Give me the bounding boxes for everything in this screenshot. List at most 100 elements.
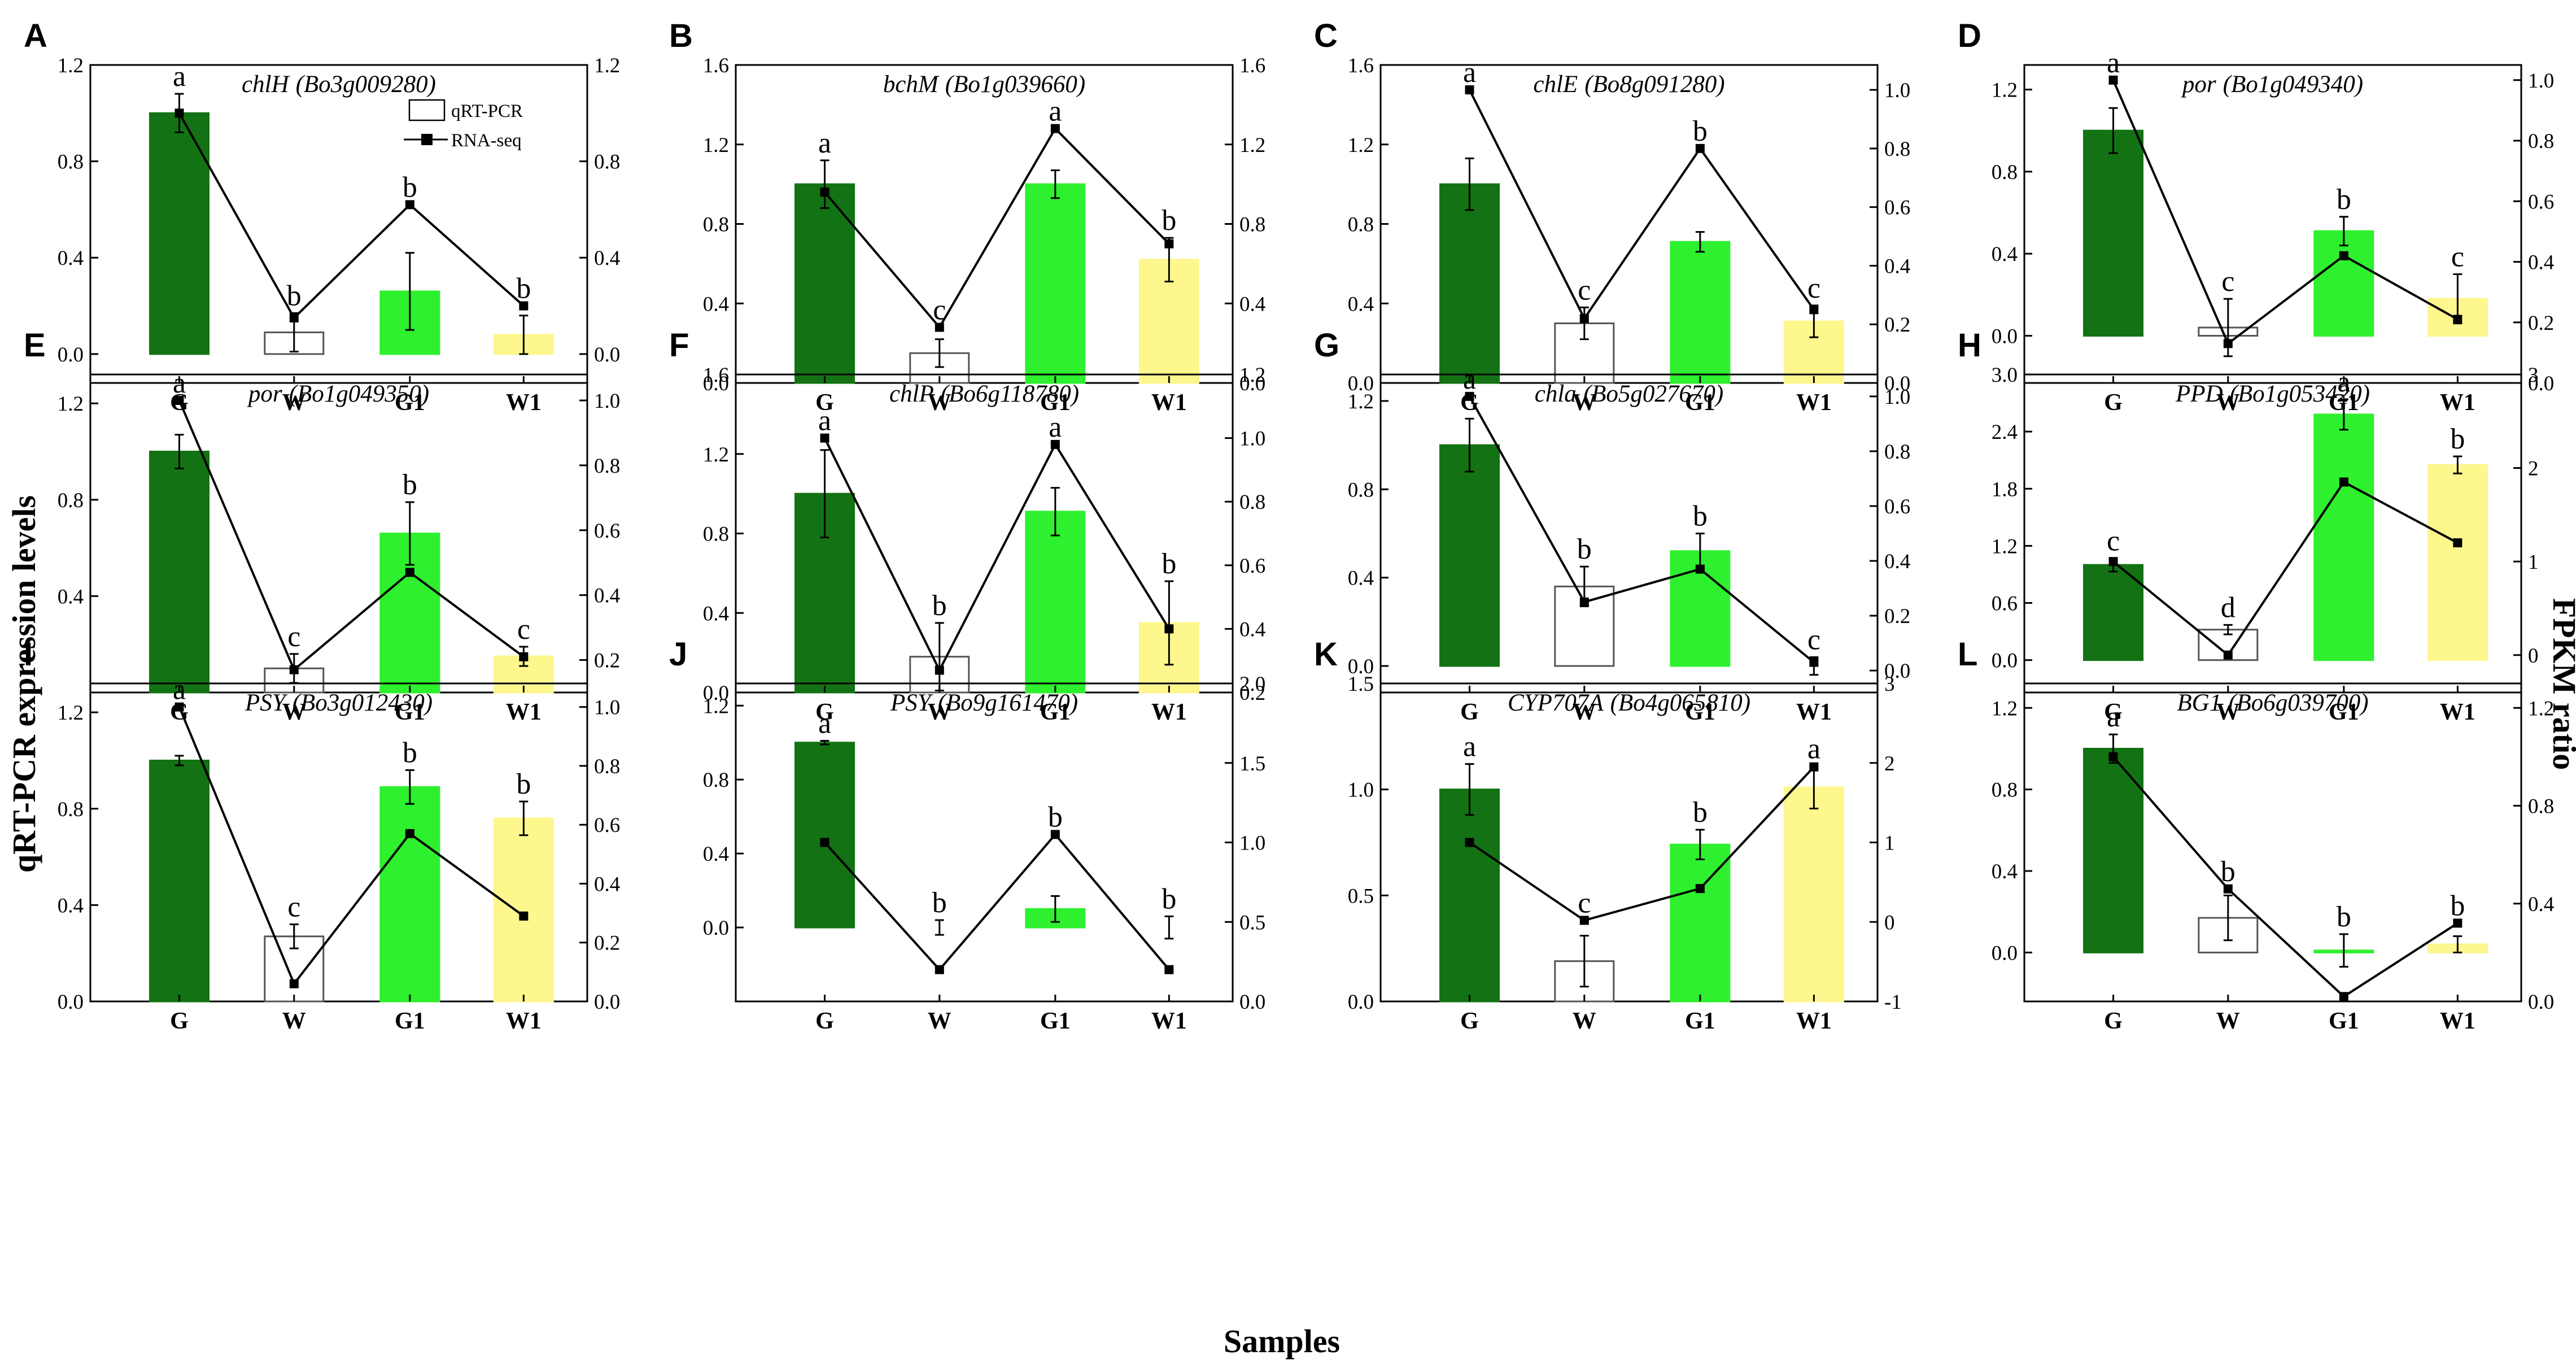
category-label: G bbox=[815, 390, 834, 416]
rna-seq-point bbox=[2108, 557, 2118, 567]
left-tick-label: 0.4 bbox=[1992, 243, 2018, 266]
panel-L: L BG1 (Bo6g039700) 0.0 0.4 0.8 1.2 0.0 0.4 0.8 1.2… bbox=[1958, 636, 2554, 1034]
right-tick-label: 0.8 bbox=[1884, 138, 1910, 161]
gene-title: por (Bo1g049340) bbox=[2181, 71, 2363, 98]
left-tick-label: 1.2 bbox=[1992, 535, 2018, 558]
right-tick-label: 0 bbox=[1884, 911, 1895, 934]
shared-xlabel: Samples bbox=[1224, 1323, 1340, 1360]
left-tick-label: 0.0 bbox=[703, 917, 729, 940]
gene-name: chlH bbox=[242, 71, 290, 98]
category-label: G bbox=[2104, 699, 2123, 725]
right-tick-label: 0.4 bbox=[1884, 255, 1910, 278]
significance-letter: a bbox=[2337, 366, 2350, 398]
gene-name: CYP707A bbox=[1508, 690, 1604, 716]
significance-letter: a bbox=[173, 60, 186, 93]
rna-seq-point bbox=[174, 395, 184, 405]
left-tick-label: 0.6 bbox=[1992, 592, 2018, 616]
significance-letter: a bbox=[1049, 95, 1062, 128]
bar-G bbox=[794, 742, 855, 929]
category-label: W1 bbox=[506, 390, 542, 416]
category-label: W1 bbox=[506, 699, 542, 725]
left-tick-label: 0.8 bbox=[58, 151, 84, 174]
gene-id: (Bo8g091280) bbox=[1584, 71, 1724, 98]
category-label: G bbox=[2104, 390, 2123, 416]
right-tick-label: 0.0 bbox=[2528, 372, 2554, 395]
rna-seq-point bbox=[1164, 965, 1174, 974]
right-tick-label: 0.2 bbox=[594, 932, 620, 955]
rna-seq-line bbox=[2112, 80, 2459, 346]
rna-seq-line bbox=[1469, 766, 1815, 922]
gene-name: chla bbox=[1535, 381, 1577, 407]
gene-title: chlH (Bo3g009280) bbox=[242, 71, 436, 98]
legend-bar-label: qRT-PCR bbox=[451, 101, 523, 121]
category-label: W bbox=[282, 390, 306, 416]
bar-G bbox=[149, 112, 210, 355]
rna-seq-point bbox=[2453, 918, 2463, 928]
gene-title: CYP707A (Bo4g065810) bbox=[1508, 690, 1750, 716]
category-label: W bbox=[2216, 1008, 2240, 1034]
plot-frame bbox=[1379, 373, 1879, 694]
panel-letter: K bbox=[1314, 636, 1338, 673]
rna-seq-point bbox=[289, 979, 299, 988]
rna-seq-point bbox=[519, 652, 529, 661]
rna-seq-point bbox=[174, 108, 184, 118]
category-label: G1 bbox=[395, 699, 425, 725]
gene-title: chla (Bo5g027670) bbox=[1535, 381, 1723, 407]
left-tick-label: 1.2 bbox=[58, 393, 84, 416]
panel-letter: J bbox=[669, 636, 687, 673]
rna-seq-point bbox=[1809, 762, 1819, 772]
bar-G1 bbox=[1670, 241, 1731, 384]
gene-title: BG1 (Bo6g039700) bbox=[2177, 690, 2368, 716]
category-label: G bbox=[170, 1008, 189, 1034]
rna-seq-point bbox=[820, 838, 829, 847]
right-tick-label: 0.6 bbox=[1239, 555, 1265, 578]
right-tick-label: 3 bbox=[2528, 364, 2539, 387]
right-tick-label: 2 bbox=[1884, 752, 1895, 776]
significance-letter: b bbox=[1577, 533, 1592, 565]
right-tick-label: 0.8 bbox=[1239, 491, 1265, 514]
gene-name: BG1 bbox=[2177, 690, 2221, 716]
gene-name: chlP bbox=[889, 381, 934, 407]
right-tick-label: 0.4 bbox=[594, 247, 620, 270]
panel-K: K CYP707A (Bo4g065810) 0.0 0.5 1.0 1.5 -1 0 1 2 3 Ga… bbox=[1314, 636, 1902, 1034]
significance-letter: c bbox=[1578, 274, 1591, 306]
right-tick-label: 0 bbox=[2528, 644, 2539, 668]
significance-letter: a bbox=[1463, 363, 1476, 395]
right-tick-label: 0.4 bbox=[1884, 550, 1910, 573]
panel-letter: H bbox=[1958, 327, 1981, 364]
significance-letter: b bbox=[2337, 901, 2351, 933]
significance-letter: a bbox=[1463, 731, 1476, 763]
significance-letter: b bbox=[516, 768, 531, 800]
category-label: W1 bbox=[1796, 699, 1832, 725]
significance-letter: b bbox=[1693, 796, 1708, 829]
right-tick-label: 0.0 bbox=[1239, 991, 1265, 1014]
rna-seq-point bbox=[1695, 143, 1705, 153]
bar-G1 bbox=[1025, 183, 1086, 384]
left-tick-label: 1.5 bbox=[1348, 673, 1374, 696]
right-tick-label: 0.8 bbox=[594, 755, 620, 778]
bar-G bbox=[149, 759, 210, 1003]
gene-id: (Bo1g039660) bbox=[945, 71, 1085, 98]
left-tick-label: 1.2 bbox=[703, 134, 729, 157]
significance-letter: c bbox=[1578, 887, 1591, 919]
rna-seq-line bbox=[1468, 395, 1815, 664]
category-label: W bbox=[1573, 390, 1596, 416]
category-label: G bbox=[1460, 1008, 1479, 1034]
gene-name: PPD bbox=[2175, 381, 2223, 407]
panel-letter: B bbox=[669, 18, 693, 54]
right-tick-label: 0.2 bbox=[594, 650, 620, 673]
significance-letter: a bbox=[818, 127, 831, 159]
significance-letter: c bbox=[287, 891, 300, 923]
gene-name: chlE bbox=[1533, 71, 1578, 98]
right-tick-label: 2 bbox=[2528, 458, 2539, 481]
right-tick-label: 2.0 bbox=[1239, 673, 1265, 696]
rna-seq-point bbox=[2339, 992, 2348, 1001]
left-tick-label: 0.4 bbox=[58, 247, 84, 270]
rna-seq-point bbox=[519, 301, 529, 311]
panel-letter: F bbox=[669, 327, 689, 364]
category-label: W bbox=[282, 1008, 306, 1034]
right-tick-label: 1.0 bbox=[594, 390, 620, 413]
significance-letter: a bbox=[173, 367, 186, 399]
